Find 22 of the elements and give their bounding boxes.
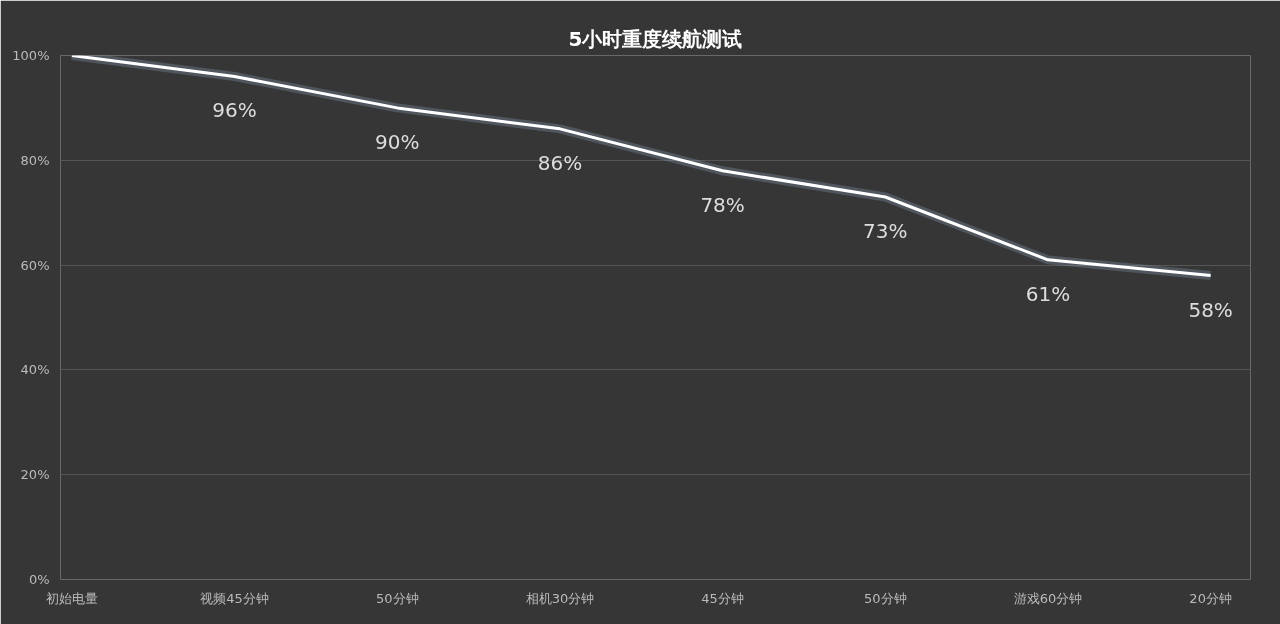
data-label: 86% [537,150,583,175]
data-label: 58% [1188,297,1233,322]
y-tick-label: 80% [20,152,50,168]
data-label: 73% [863,218,908,243]
data-label: 78% [700,192,745,217]
x-tick-label: 相机30分钟 [525,590,595,606]
data-label: 61% [1025,281,1071,306]
chart-title: 5小时重度续航测试 [568,26,743,51]
x-tick-label: 视频45分钟 [200,590,269,606]
y-tick-label: 60% [20,257,50,273]
y-tick-label: 100% [12,48,50,63]
x-tick-label: 初始电量 [45,590,98,606]
x-tick-label: 游戏60分钟 [1013,590,1083,606]
data-label: 90% [375,129,420,154]
y-tick-label: 20% [20,467,50,483]
x-tick-label: 50分钟 [375,590,419,606]
y-tick-label: 0% [28,572,50,587]
data-label: 96% [212,98,257,123]
x-tick-label: 20分钟 [1189,590,1232,606]
x-tick-label: 45分钟 [701,590,744,606]
y-tick-label: 40% [20,362,50,378]
x-tick-label: 50分钟 [864,590,907,606]
